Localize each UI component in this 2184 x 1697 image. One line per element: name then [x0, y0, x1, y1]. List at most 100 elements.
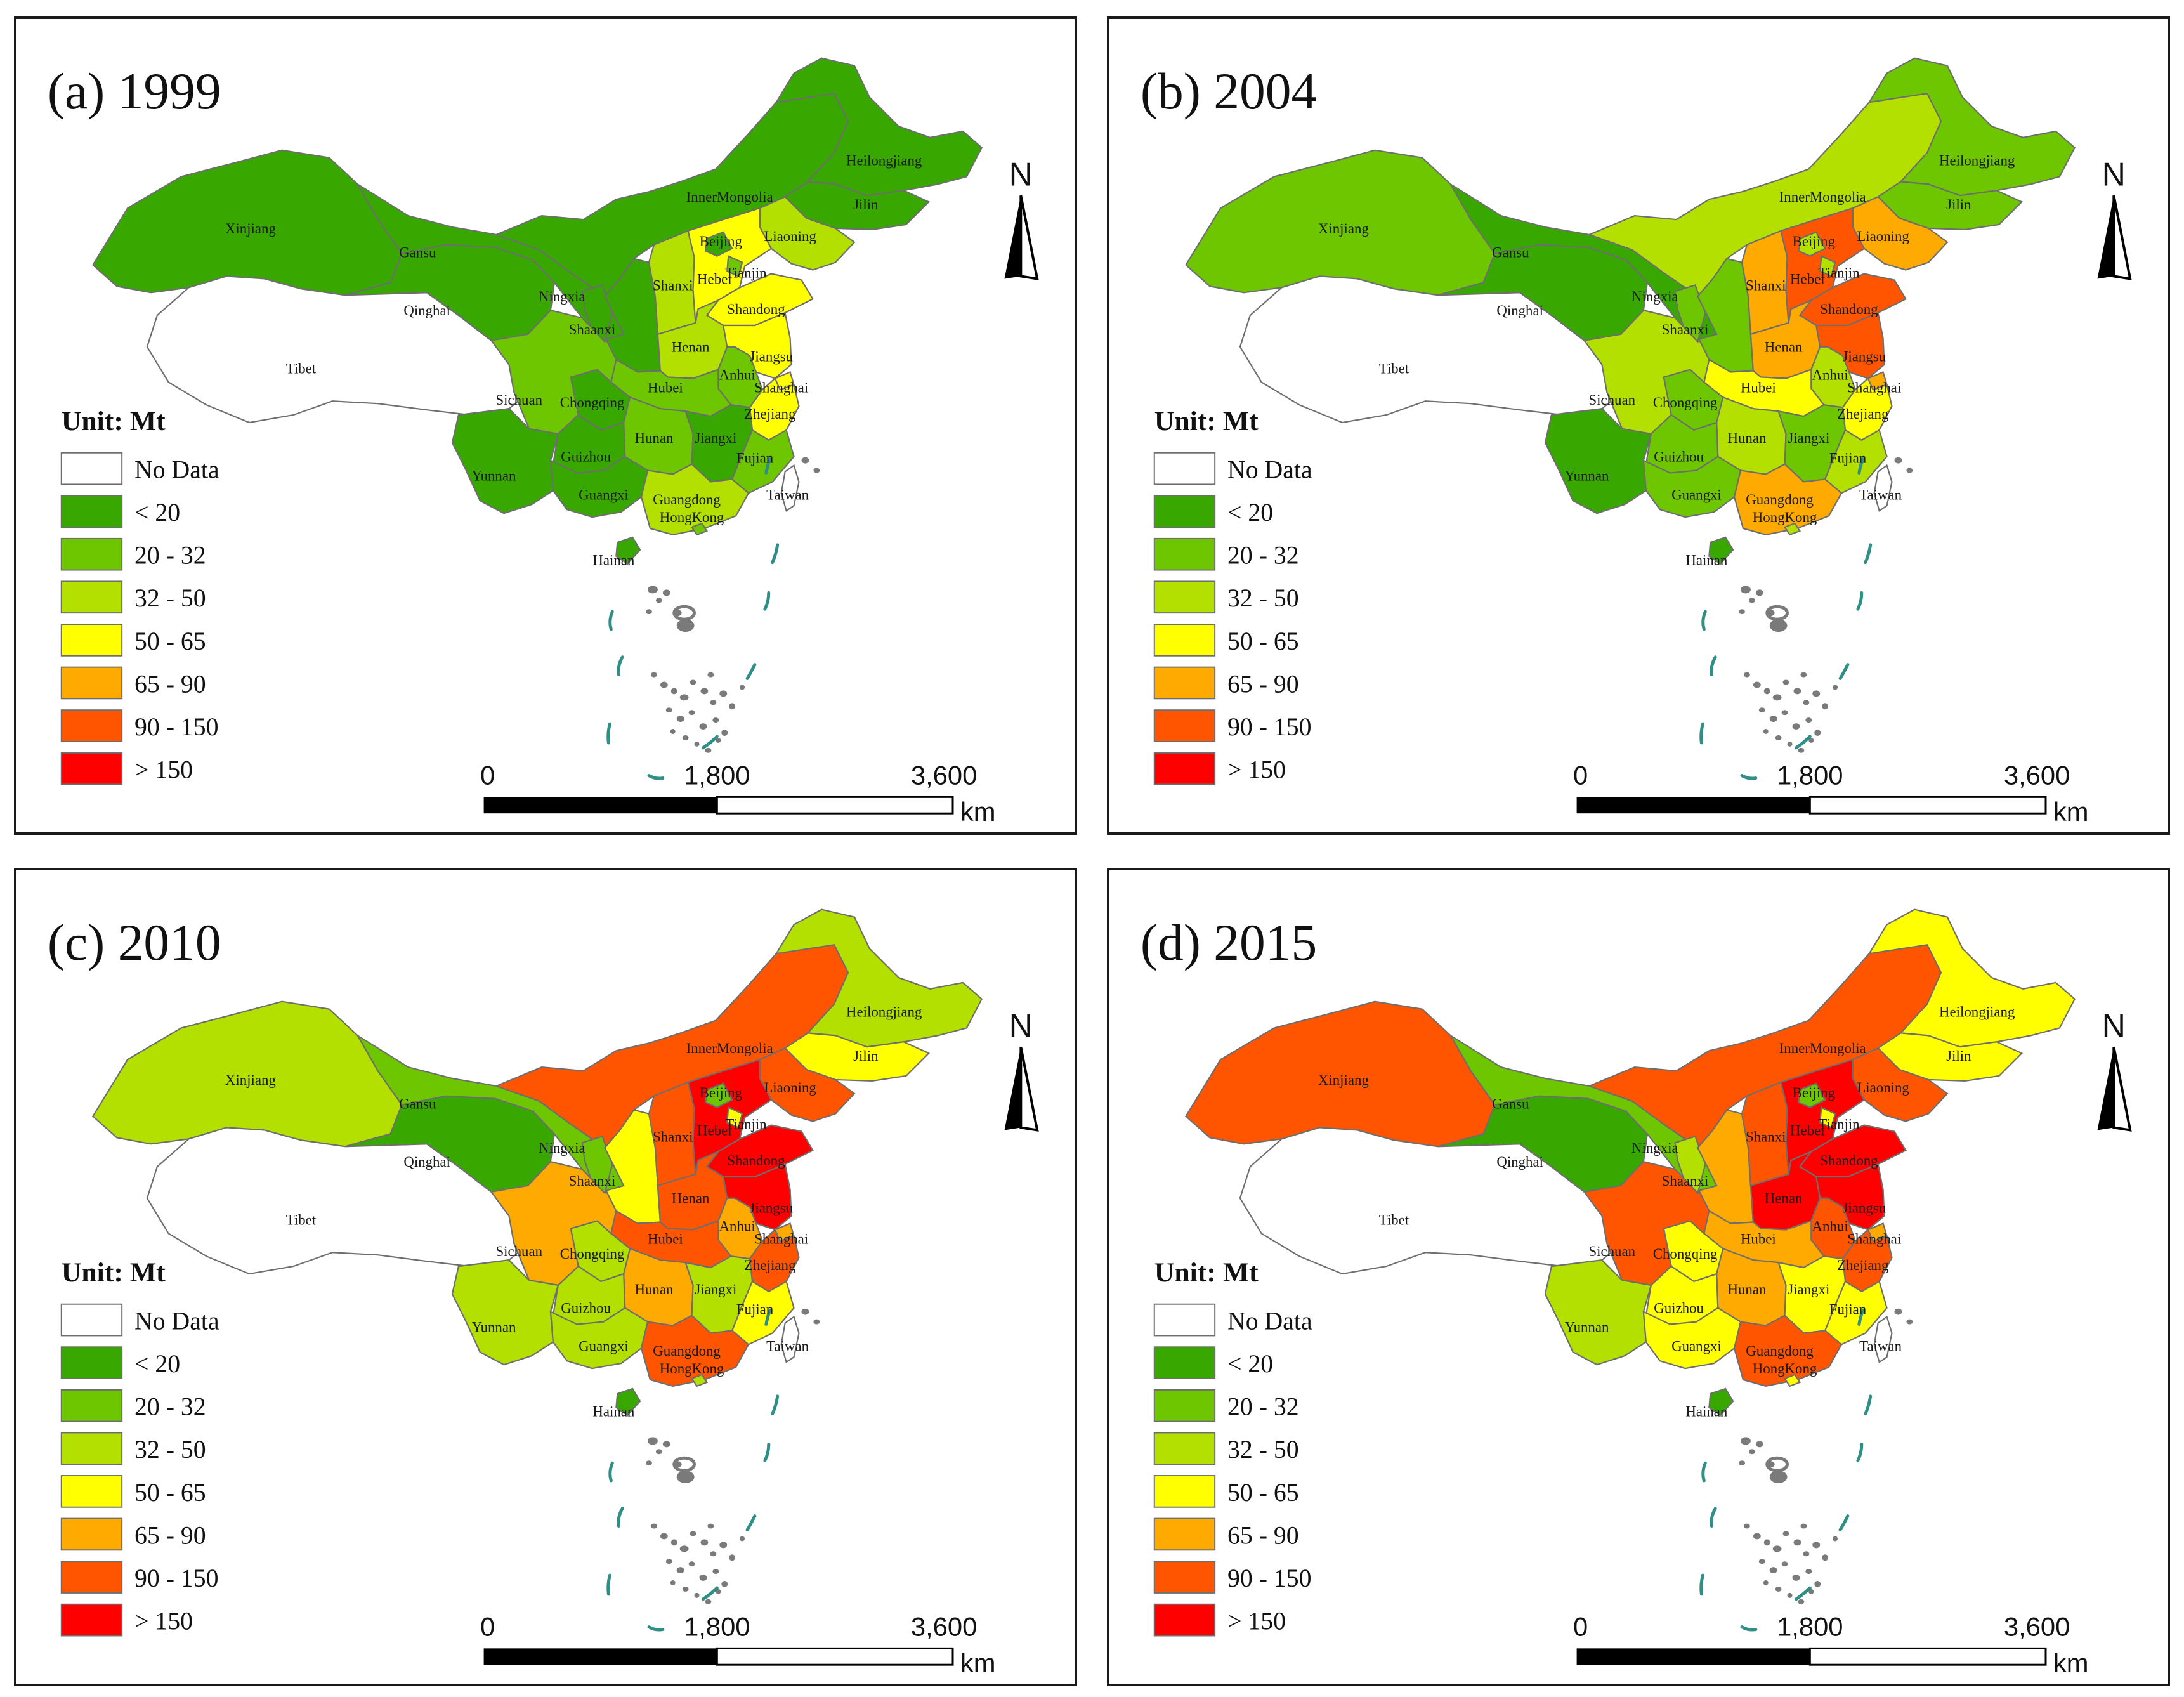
legend-label: < 20 [134, 1350, 180, 1378]
island-mark [670, 729, 676, 734]
island-mark [801, 457, 809, 464]
island-mark [646, 1460, 652, 1466]
province-label-guizhou: Guizhou [561, 1301, 611, 1316]
scale-bar: 0 1,800 3,600 km [480, 760, 996, 827]
maritime-boundary-dash [1838, 663, 1850, 680]
scale-bar-dark-segment [1576, 1648, 1810, 1665]
province-label-yunnan: Yunnan [1565, 468, 1609, 483]
province-label-beijing: Beijing [1793, 233, 1835, 249]
north-arrow: N [2097, 1007, 2132, 1132]
island-mark [700, 688, 709, 695]
island-mark [1894, 457, 1902, 464]
legend-label: > 150 [134, 756, 193, 784]
province-label-jiangsu: Jiangsu [1843, 349, 1886, 365]
province-label-shandong: Shandong [727, 1153, 785, 1169]
island-mark [682, 1586, 689, 1592]
legend-swatch [60, 709, 123, 742]
island-mark [729, 1554, 736, 1561]
province-fujian [731, 1280, 795, 1346]
province-label-ningxia: Ningxia [1631, 1140, 1678, 1156]
legend-swatch [1153, 1432, 1216, 1465]
scale-bar-light-segment [716, 1647, 954, 1666]
legend-swatch [60, 624, 123, 657]
province-label-heilongjiang: Heilongjiang [846, 153, 922, 169]
province-label-yunnan: Yunnan [472, 1319, 516, 1335]
scale-bar-tick-label: 1,800 [1777, 1611, 1843, 1641]
province-label-qinghai: Qinghai [1496, 303, 1543, 318]
maritime-boundary-dash [1701, 1461, 1707, 1483]
province-label-taiwan: Taiwan [1859, 487, 1902, 502]
province-label-chongqing: Chongqing [560, 395, 625, 410]
province-fujian [731, 429, 795, 494]
province-hainan [1708, 1387, 1734, 1417]
province-label-sichuan: Sichuan [495, 1243, 542, 1259]
province-label-shaanxi: Shaanxi [1662, 1173, 1709, 1189]
island-mark [710, 700, 717, 705]
maritime-boundary-dash [617, 655, 624, 677]
island-mark [1772, 1545, 1782, 1552]
province-label-tianjin: Tianjin [1818, 1116, 1860, 1132]
province-label-jiangxi: Jiangxi [1788, 430, 1829, 446]
map-panel-2010: (c) 2010 Xinjiang Tibet Qinghai Gansu InnerMo… [14, 868, 1077, 1686]
island-mark [712, 1569, 719, 1575]
province-hainan [615, 536, 641, 565]
island-mark [1803, 1551, 1810, 1557]
province-hongkong [690, 1373, 709, 1387]
province-sichuan [490, 1160, 617, 1287]
island-mark [1753, 1533, 1761, 1540]
legend-label: 65 - 90 [134, 670, 206, 698]
maritime-boundary-dash [1740, 774, 1758, 780]
island-mark [672, 1456, 696, 1472]
province-label-shandong: Shandong [1820, 1153, 1878, 1169]
maritime-boundary-dash [764, 1309, 772, 1327]
island-mark [660, 681, 668, 688]
island-mark [1748, 598, 1755, 603]
panel-title: (c) 2010 [48, 914, 221, 971]
north-arrow-light-half [1019, 1046, 1039, 1132]
province-yunnan [1544, 408, 1652, 514]
scale-bar: 0 1,800 3,600 km [1573, 760, 2089, 827]
legend: Unit: Mt No Data < 20 20 - 32 32 - 50 50 - 65… [60, 406, 219, 785]
province-label-shaanxi: Shaanxi [569, 1173, 616, 1189]
province-label-qinghai: Qinghai [403, 1154, 450, 1170]
province-label-jilin: Jilin [1946, 197, 1971, 213]
province-label-hubei: Hubei [648, 1231, 683, 1247]
island-mark [729, 703, 736, 710]
legend-label: > 150 [1227, 1608, 1286, 1635]
island-mark [1781, 710, 1788, 716]
province-label-tianjin: Tianjin [725, 265, 767, 280]
island-mark [1739, 1460, 1745, 1466]
island-mark [1758, 707, 1765, 713]
legend-swatch [1153, 1346, 1216, 1379]
island-mark [1800, 1523, 1807, 1529]
province-label-fujian: Fujian [1829, 1302, 1867, 1318]
island-mark [1769, 1567, 1777, 1574]
legend-swatch [60, 1475, 123, 1508]
province-label-henan: Henan [1765, 1191, 1803, 1207]
island-mark [1769, 716, 1777, 723]
province-label-henan: Henan [1765, 339, 1803, 355]
island-mark [650, 672, 657, 678]
province-label-hunan: Hunan [634, 430, 673, 446]
scale-bar-light-segment [1808, 796, 2047, 815]
maritime-boundary-dash [606, 722, 611, 745]
island-mark [688, 1561, 695, 1567]
island-mark [716, 737, 721, 743]
island-mark [707, 672, 714, 678]
legend-label: > 150 [134, 1608, 193, 1635]
scale-bar-light-segment [716, 796, 954, 815]
north-arrow-dark-half [1004, 1047, 1021, 1130]
province-sichuan [490, 309, 617, 435]
maritime-boundary-dash [1701, 610, 1707, 631]
province-label-zhejiang: Zhejiang [744, 406, 795, 422]
island-mark [1814, 730, 1821, 736]
province-label-heilongjiang: Heilongjiang [1939, 1004, 2015, 1020]
province-hongkong [690, 522, 709, 536]
province-fujian [1824, 429, 1888, 494]
maritime-boundary-dash [647, 1625, 665, 1632]
north-arrow-light-half [1019, 195, 1039, 280]
maritime-boundary-dash [1699, 1573, 1704, 1596]
panel-title: (b) 2004 [1141, 62, 1317, 120]
legend: Unit: Mt No Data < 20 20 - 32 32 - 50 50 - 65… [1153, 1257, 1312, 1637]
island-mark [1755, 589, 1763, 596]
